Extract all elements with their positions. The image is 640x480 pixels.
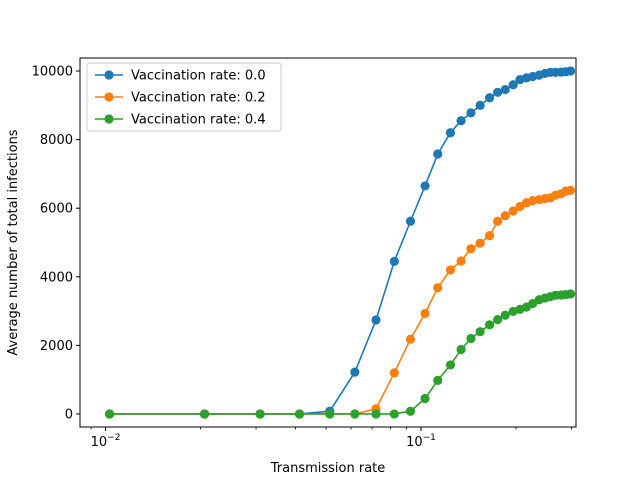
x-tick-label: 10−1 xyxy=(406,433,436,450)
data-point xyxy=(350,367,360,377)
plot-area xyxy=(104,66,576,419)
data-point xyxy=(433,149,443,159)
y-axis: 0 2000 4000 6000 8000 10000 xyxy=(32,65,80,422)
data-point xyxy=(475,327,485,337)
data-point xyxy=(405,334,416,344)
data-point xyxy=(371,315,381,325)
data-point xyxy=(371,409,381,419)
data-point xyxy=(255,409,265,419)
data-point xyxy=(350,409,360,419)
legend-marker xyxy=(104,70,114,80)
legend: Vaccination rate: 0.0 Vaccination rate: 0… xyxy=(86,62,282,132)
data-point xyxy=(565,289,576,299)
data-point xyxy=(445,265,456,275)
data-point xyxy=(294,409,305,419)
legend-label: Vaccination rate: 0.0 xyxy=(131,69,266,84)
x-axis-label: Transmission rate xyxy=(270,461,386,476)
data-point xyxy=(485,320,495,330)
data-point xyxy=(466,333,476,344)
x-tick-label: 10−2 xyxy=(91,433,121,450)
data-point xyxy=(565,66,576,76)
data-point xyxy=(508,80,518,90)
data-point xyxy=(420,393,430,404)
legend-label: Vaccination rate: 0.4 xyxy=(131,113,266,128)
data-point xyxy=(493,87,503,97)
data-point xyxy=(389,368,399,378)
data-point xyxy=(405,406,416,416)
legend-entry: Vaccination rate: 0.4 xyxy=(95,113,266,128)
axes-frame xyxy=(79,57,577,428)
data-point xyxy=(456,256,466,266)
data-point xyxy=(456,344,466,355)
legend-marker xyxy=(104,114,114,124)
x-axis: 10−2 10−1 xyxy=(91,427,572,450)
data-point xyxy=(420,308,430,319)
data-point xyxy=(405,216,416,226)
data-point xyxy=(445,360,456,370)
data-point xyxy=(456,116,466,126)
y-tick-label: 0 xyxy=(65,407,73,422)
data-point xyxy=(493,216,503,226)
y-tick-label: 8000 xyxy=(40,133,73,148)
data-point xyxy=(433,375,443,385)
data-point xyxy=(500,211,510,221)
y-tick-label: 4000 xyxy=(40,270,73,285)
data-point xyxy=(445,128,456,138)
data-point xyxy=(466,108,476,118)
series-2 xyxy=(104,289,576,419)
y-axis-label: Average number of total infections xyxy=(6,129,21,355)
y-tick-label: 2000 xyxy=(40,339,73,354)
data-point xyxy=(485,93,495,103)
y-tick-label: 6000 xyxy=(40,202,73,217)
data-point xyxy=(500,84,510,95)
data-point xyxy=(475,238,485,248)
legend-label: Vaccination rate: 0.2 xyxy=(131,91,266,106)
data-point xyxy=(485,231,495,241)
legend-entry: Vaccination rate: 0.0 xyxy=(95,69,266,84)
legend-marker xyxy=(104,92,114,102)
data-point xyxy=(389,409,399,419)
data-point xyxy=(104,409,115,419)
data-point xyxy=(475,100,485,110)
data-point xyxy=(500,310,510,320)
legend-entry: Vaccination rate: 0.2 xyxy=(95,91,266,106)
data-point xyxy=(199,409,210,419)
data-point xyxy=(420,181,430,191)
y-tick-label: 10000 xyxy=(32,65,73,80)
data-point xyxy=(389,256,399,266)
data-point xyxy=(466,244,476,254)
legend-box xyxy=(86,62,282,132)
data-point xyxy=(325,409,335,419)
data-point xyxy=(493,315,503,325)
data-point xyxy=(565,185,576,195)
data-point xyxy=(433,283,443,293)
data-point xyxy=(508,206,518,216)
